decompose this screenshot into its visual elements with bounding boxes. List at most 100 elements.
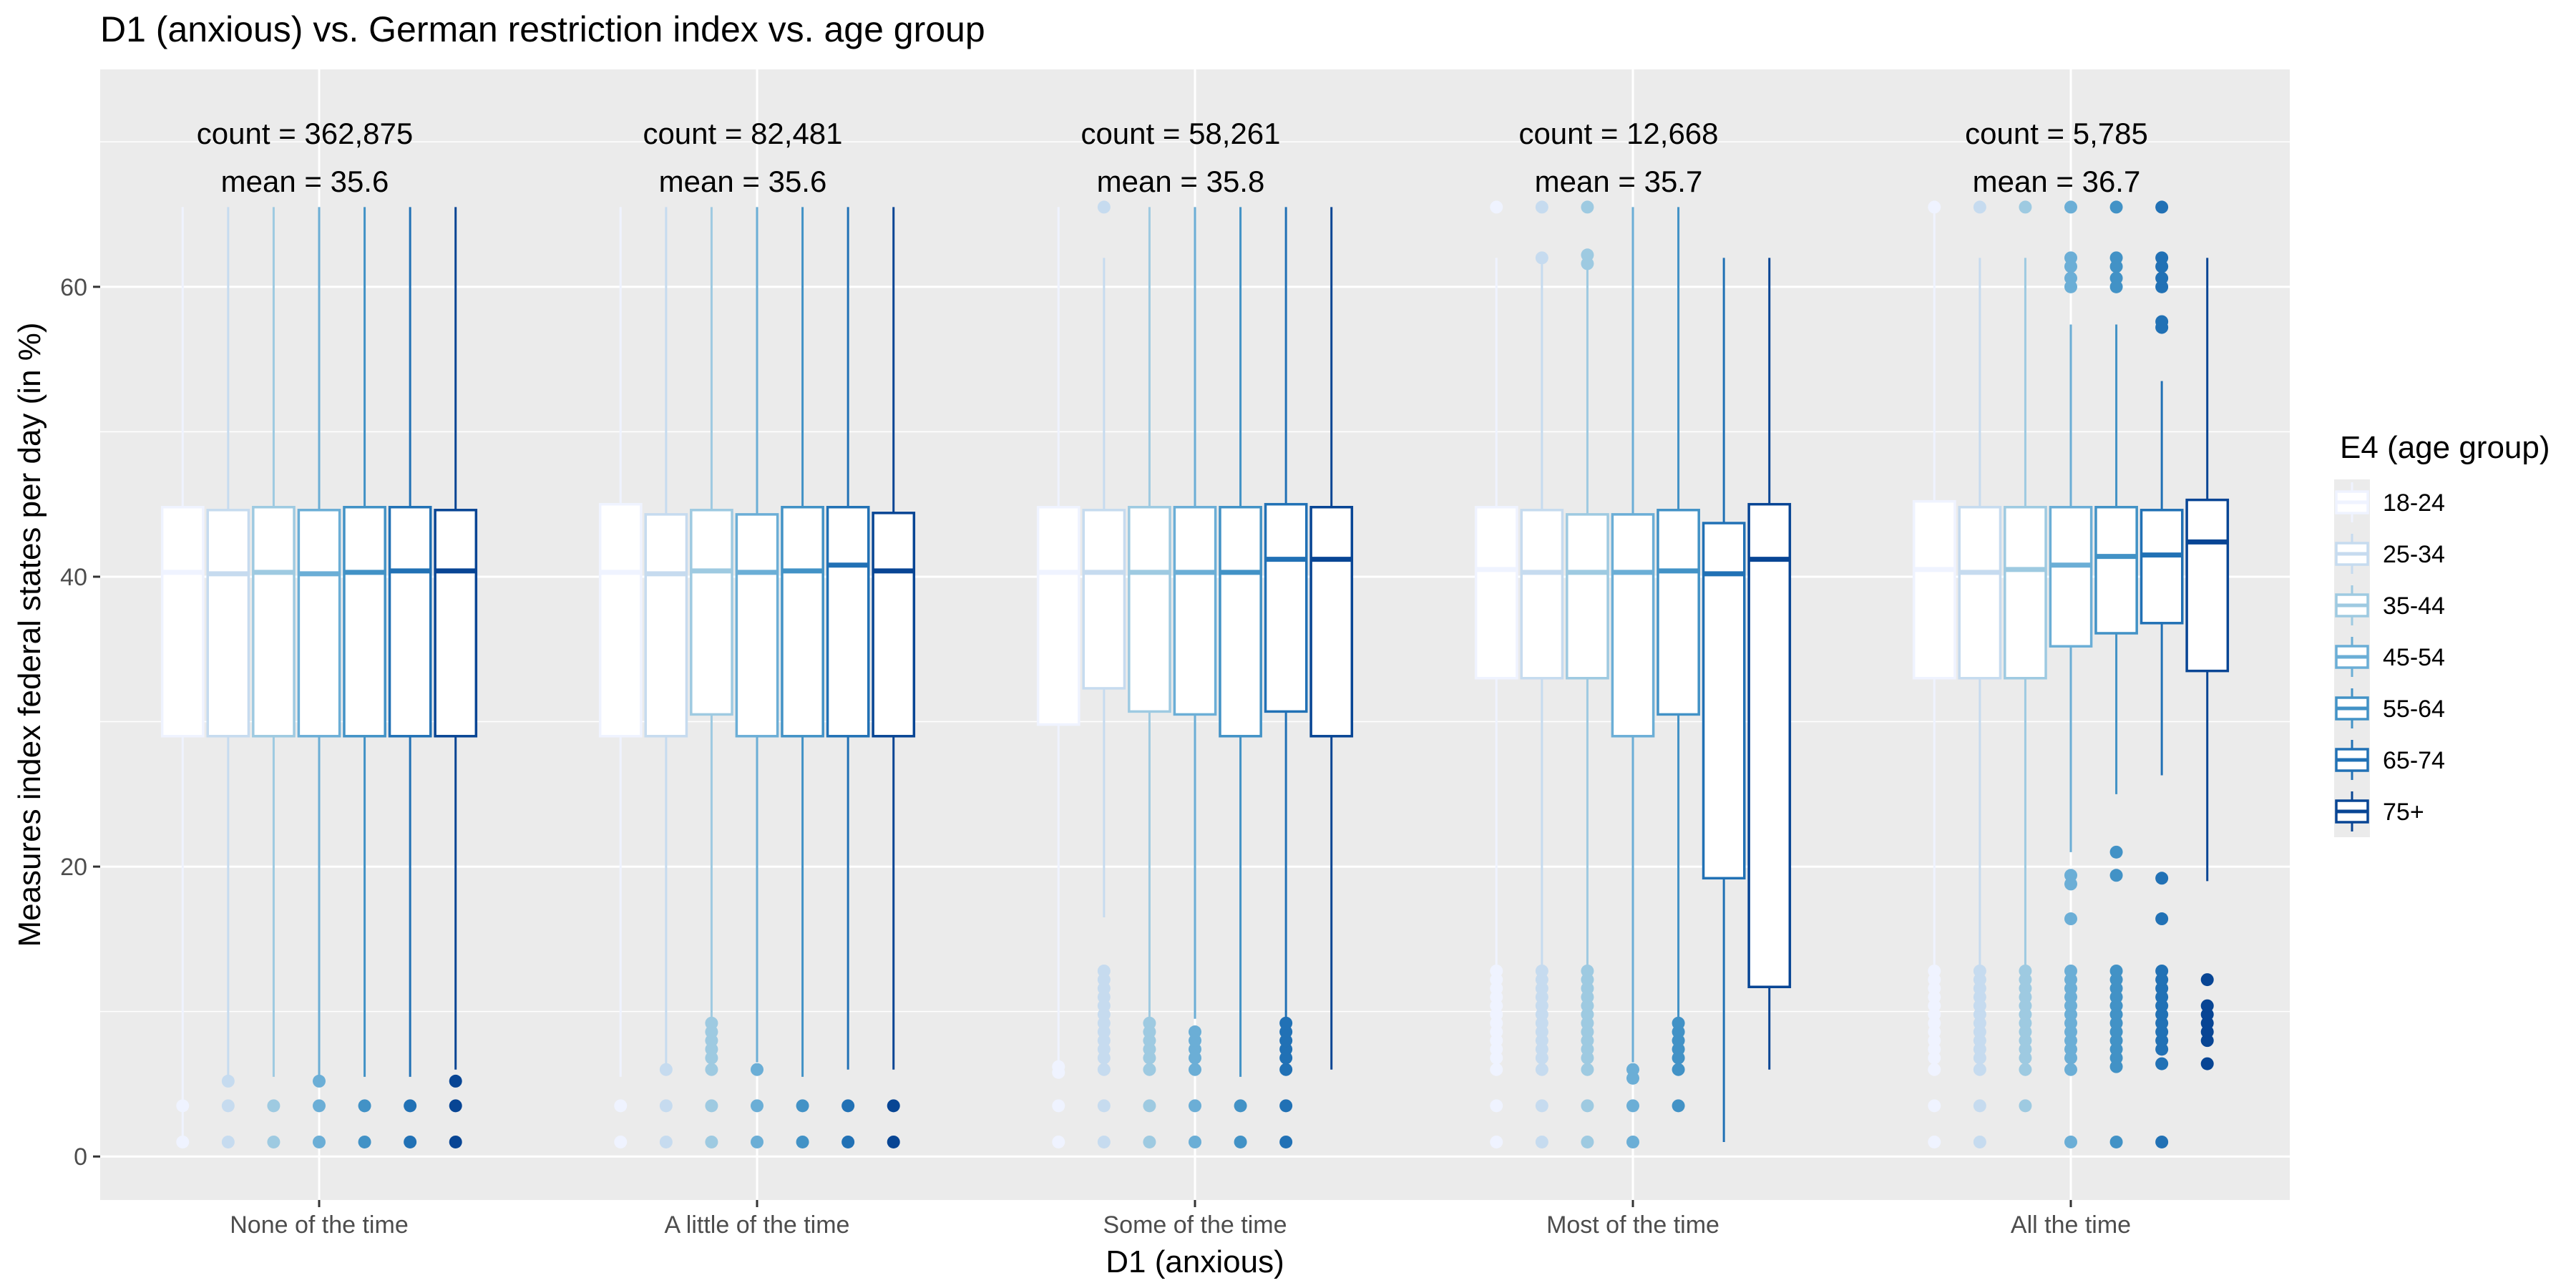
x-tick-label: All the time (2011, 1211, 2131, 1239)
outlier-point (2155, 315, 2169, 328)
outlier-point (705, 1135, 718, 1148)
box-iqr (690, 509, 733, 716)
outlier-point (2200, 999, 2214, 1013)
box-18-24 (1912, 200, 1956, 1148)
box-iqr (1566, 513, 1609, 680)
box-iqr (1702, 522, 1746, 880)
box-75+ (872, 207, 916, 1148)
outlier-point (1535, 1063, 1548, 1076)
outlier-point (1973, 1099, 1986, 1113)
outlier-point (751, 1135, 763, 1148)
outlier-point (1490, 1135, 1503, 1148)
box-iqr (252, 505, 296, 738)
legend-label: 18-24 (2383, 489, 2445, 517)
outlier-point (1672, 1016, 1685, 1030)
outlier-point (1672, 1099, 1685, 1113)
outlier-point (313, 1135, 326, 1148)
outlier-point (1973, 1063, 1986, 1076)
count-label: count = 12,668 (1518, 117, 1718, 150)
legend-label: 35-44 (2383, 592, 2445, 620)
outlier-point (1490, 1099, 1503, 1113)
legend-label: 25-34 (2383, 541, 2445, 568)
box-iqr (2140, 509, 2184, 625)
outlier-point (221, 1074, 235, 1088)
outlier-point (2155, 200, 2169, 214)
box-45-54 (1611, 207, 1655, 1148)
outlier-point (1279, 1099, 1293, 1113)
count-label: count = 5,785 (1965, 117, 2148, 150)
outlier-point (1189, 1099, 1201, 1113)
outlier-point (267, 1135, 280, 1148)
outlier-point (1097, 964, 1111, 977)
mean-label: mean = 35.6 (221, 165, 389, 198)
box-iqr (2185, 498, 2230, 673)
outlier-point (1490, 964, 1503, 977)
outlier-point (887, 1099, 900, 1113)
box-55-64 (2094, 200, 2138, 1148)
outlier-point (2155, 912, 2169, 926)
outlier-point (1581, 964, 1594, 977)
box-45-54 (297, 207, 341, 1148)
legend-label: 65-74 (2383, 747, 2445, 774)
outlier-point (614, 1135, 628, 1148)
outlier-point (2064, 912, 2077, 926)
outlier-point (2064, 964, 2077, 977)
outlier-point (2064, 251, 2077, 265)
outlier-point (1581, 200, 1594, 214)
x-tick-label: Most of the time (1546, 1211, 1719, 1239)
x-axis: None of the time A little of the time Some… (230, 1200, 2131, 1239)
outlier-point (705, 1016, 718, 1030)
box-iqr (1912, 499, 1956, 680)
outlier-point (841, 1135, 855, 1148)
legend-key-45-54 (2335, 637, 2369, 677)
mean-label: mean = 35.7 (1535, 165, 1703, 198)
mean-label: mean = 35.6 (659, 165, 827, 198)
y-axis-title: Measures index federal states per day (i… (12, 322, 47, 947)
box-55-64 (781, 207, 824, 1148)
outlier-point (1535, 200, 1548, 214)
outlier-point (1143, 1135, 1156, 1148)
box-65-74 (2140, 200, 2184, 1148)
outlier-point (2155, 1135, 2169, 1148)
outlier-point (2155, 872, 2169, 885)
y-tick-label: 20 (60, 854, 87, 881)
chart-title: D1 (anxious) vs. German restriction inde… (100, 9, 985, 49)
outlier-point (1189, 1025, 1201, 1039)
outlier-point (2019, 964, 2032, 977)
box-iqr (2004, 505, 2047, 680)
outlier-point (1928, 1135, 1941, 1148)
outlier-point (659, 1063, 673, 1076)
box-35-44 (1128, 207, 1171, 1148)
outlier-point (1626, 1099, 1639, 1113)
box-iqr (872, 512, 916, 738)
outlier-point (1535, 964, 1548, 977)
x-tick-label: A little of the time (665, 1211, 850, 1239)
outlier-point (1672, 1063, 1685, 1076)
box-iqr (598, 502, 643, 738)
outlier-point (2155, 1057, 2169, 1070)
outlier-point (2109, 845, 2123, 859)
outlier-point (1052, 1060, 1065, 1073)
annotations: count = 362,875 mean = 35.6 count = 82,481… (197, 117, 2148, 198)
box-75+ (1747, 258, 1792, 1070)
outlier-point (2064, 200, 2077, 214)
outlier-point (1490, 200, 1503, 214)
outlier-point (2109, 200, 2123, 214)
outlier-point (1097, 1063, 1111, 1076)
outlier-point (751, 1063, 763, 1076)
mean-label: mean = 35.8 (1097, 165, 1265, 198)
legend-label: 75+ (2383, 799, 2424, 826)
outlier-point (449, 1074, 462, 1088)
outlier-point (705, 1099, 718, 1113)
outlier-point (2064, 869, 2077, 882)
box-iqr (1082, 509, 1126, 690)
outlier-point (1279, 1016, 1293, 1030)
box-75+ (434, 207, 478, 1148)
box-65-74 (1264, 207, 1308, 1148)
outlier-point (659, 1099, 673, 1113)
outlier-point (1581, 1099, 1594, 1113)
box-45-54 (1173, 207, 1217, 1148)
outlier-point (404, 1135, 417, 1148)
y-tick-label: 40 (60, 564, 87, 591)
legend-key-18-24 (2335, 482, 2369, 522)
